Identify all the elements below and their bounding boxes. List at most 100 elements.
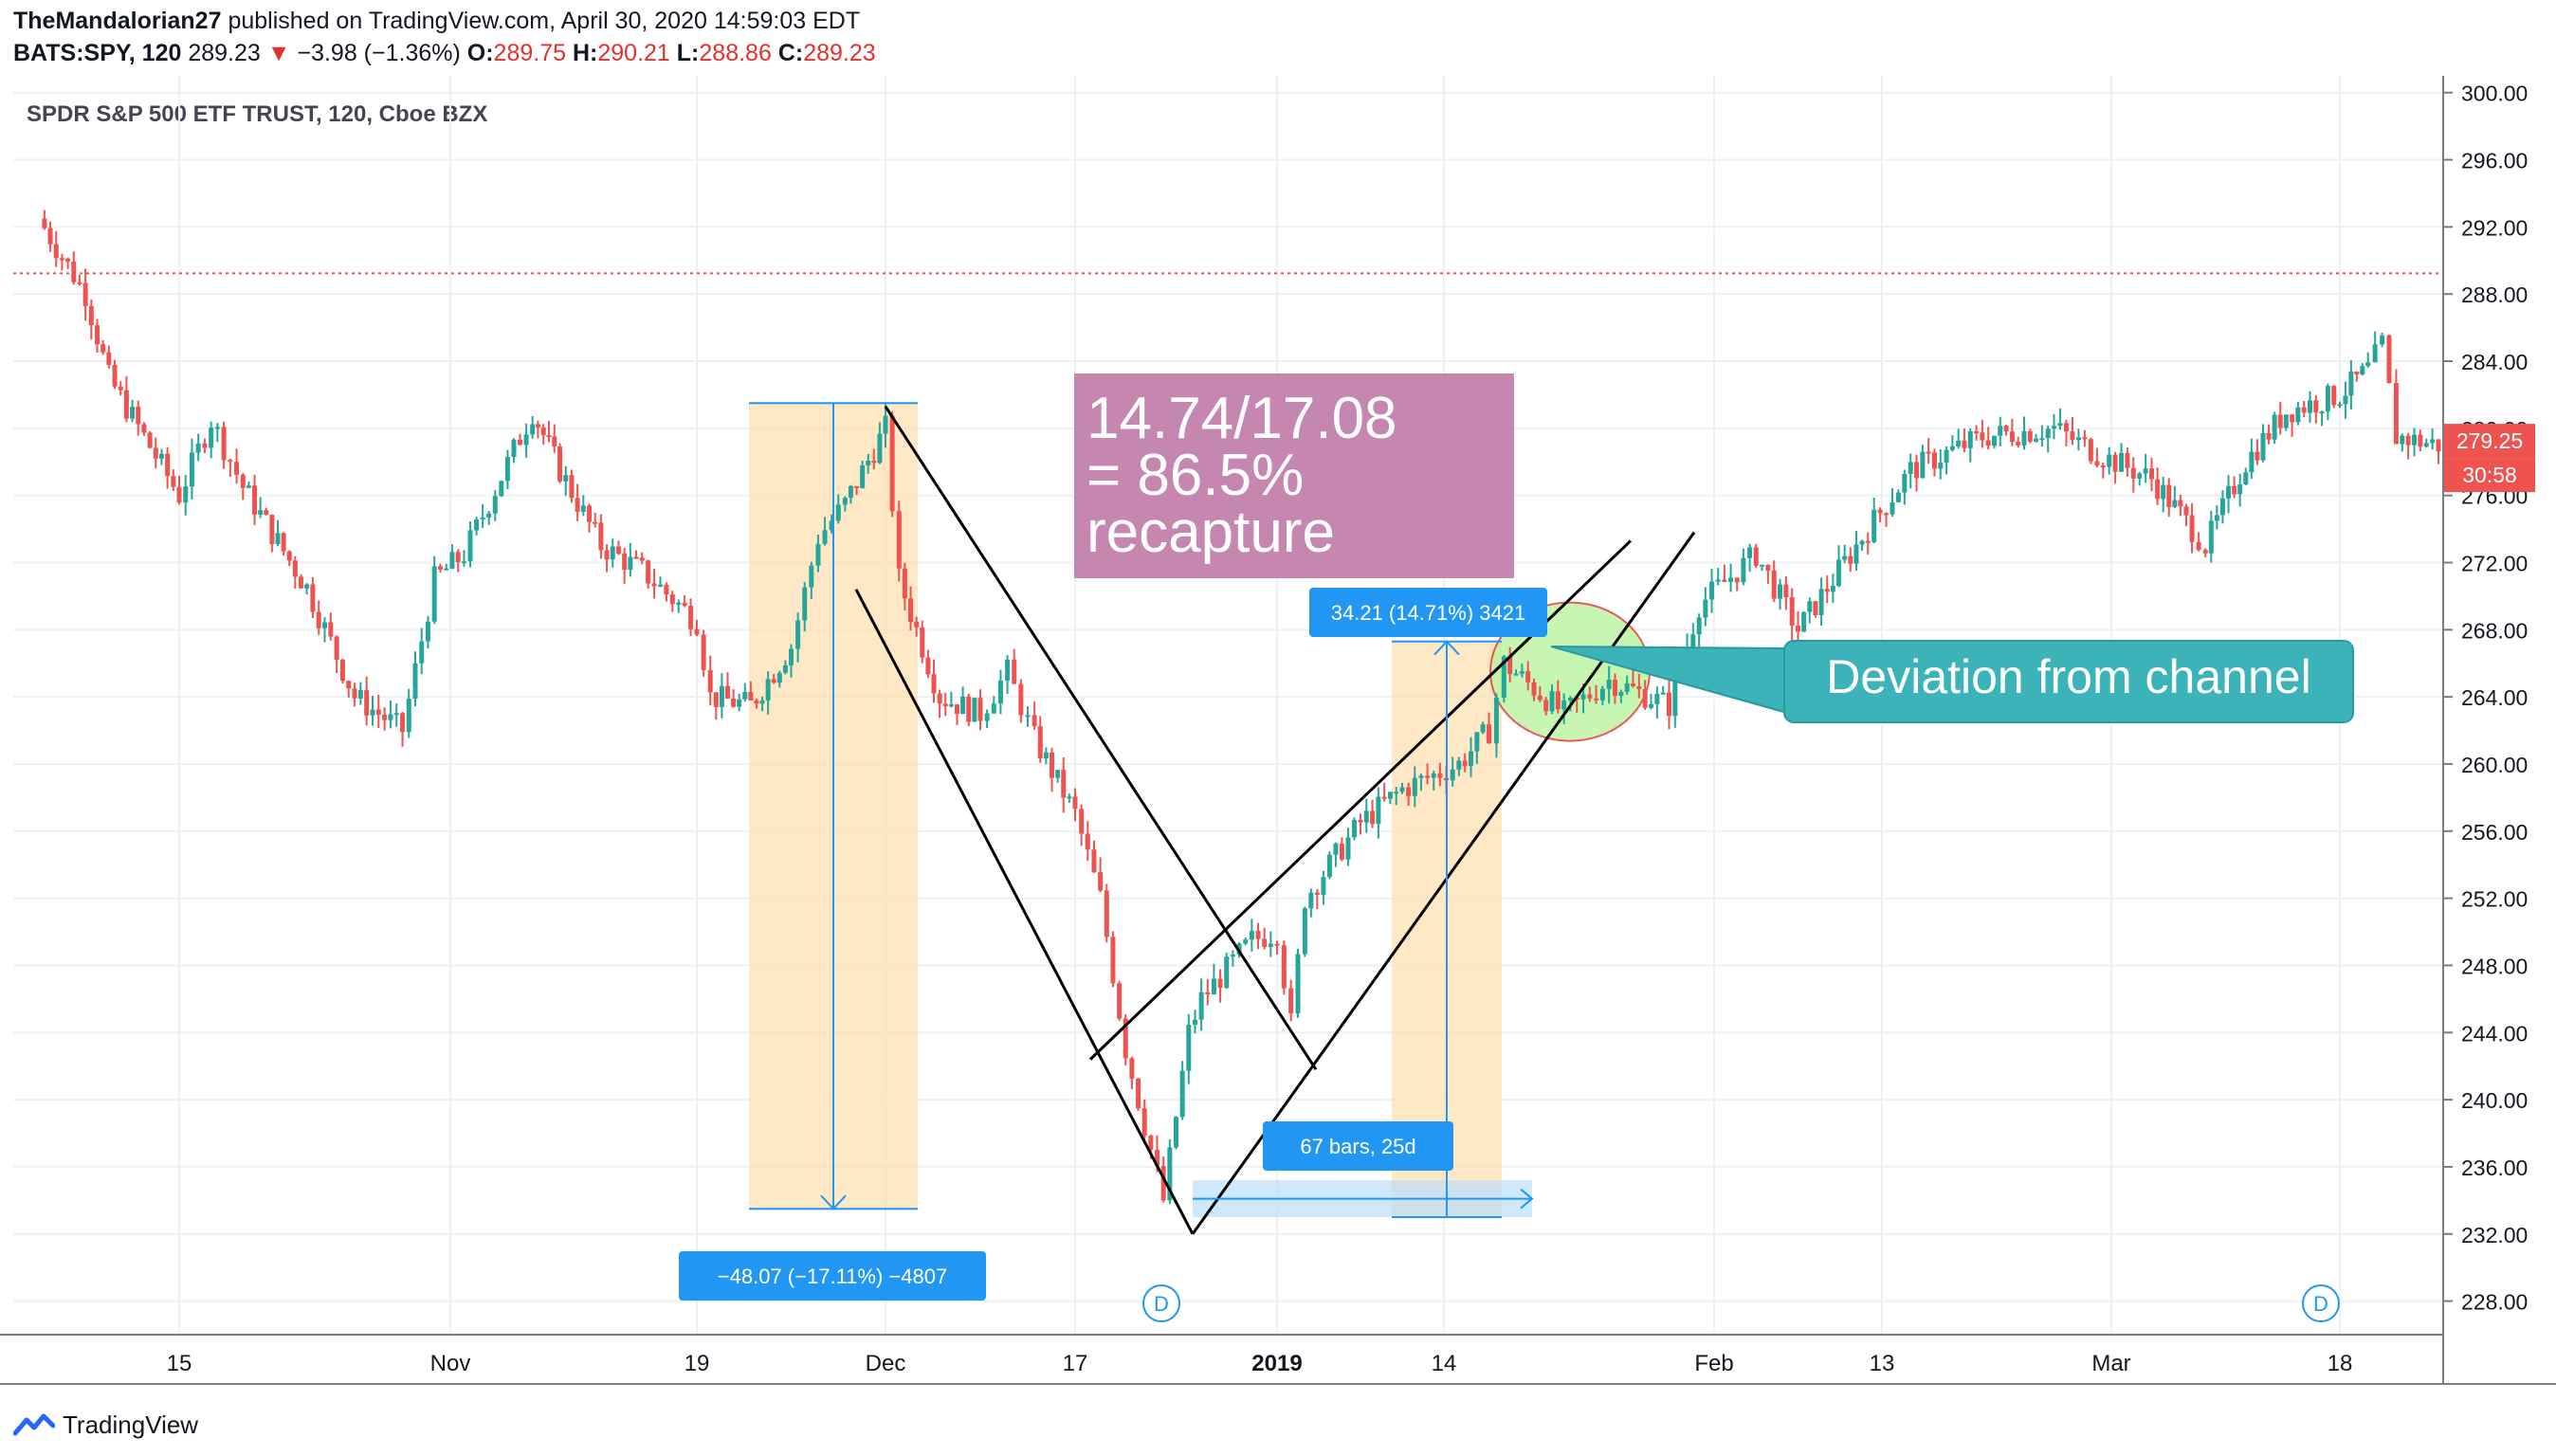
candle-up <box>1249 931 1254 940</box>
candle-down <box>604 550 610 560</box>
candle-down <box>153 447 158 459</box>
candle-down <box>1525 671 1531 682</box>
candle-up <box>802 587 808 621</box>
candle-down <box>1783 584 1789 597</box>
candle-up <box>2237 483 2243 495</box>
candle-up <box>304 584 310 589</box>
candle-down <box>1358 819 1363 823</box>
candle-down <box>682 602 687 607</box>
candle-up <box>1321 877 1326 895</box>
candle-up <box>860 465 866 488</box>
candle-up <box>2348 371 2354 396</box>
candle-up <box>1469 751 1473 767</box>
bars-arrow-head <box>1520 1188 1534 1210</box>
candle-down <box>1050 752 1055 778</box>
candle-up <box>2272 414 2277 440</box>
candle-up <box>948 704 954 707</box>
y-tick-label: 264.00 <box>2461 685 2528 710</box>
tradingview-logo[interactable]: TradingView <box>13 1406 198 1444</box>
candle-up <box>2337 404 2343 407</box>
candle-up <box>1895 492 1901 502</box>
candle-up <box>1376 796 1381 825</box>
candle-down <box>2166 484 2172 507</box>
y-tick-label: 248.00 <box>2461 954 2528 978</box>
countdown-label-box <box>2444 458 2535 493</box>
candle-down <box>942 703 948 707</box>
candle-down <box>176 486 182 503</box>
candle-up <box>1351 819 1357 838</box>
candle-down <box>593 521 598 524</box>
candle-down <box>1288 988 1294 1014</box>
trend-line <box>884 406 1318 1071</box>
candle-down <box>646 560 651 584</box>
candle-up <box>719 685 724 707</box>
candle-down <box>1531 682 1537 696</box>
candle-down <box>2393 383 2399 445</box>
candle-down <box>82 282 88 306</box>
candle-up <box>815 543 821 566</box>
candle-up <box>209 428 214 448</box>
candle-up <box>2319 411 2325 414</box>
candle-up <box>1211 978 1216 995</box>
author-name[interactable]: TheMandalorian27 <box>13 8 222 34</box>
candle-up <box>388 714 393 720</box>
candle-up <box>1618 691 1624 697</box>
candle-down <box>701 634 706 670</box>
candle-down <box>871 461 877 464</box>
candle-up <box>1302 908 1307 955</box>
candle-down <box>2178 500 2183 507</box>
bars-measure-label-box <box>1263 1121 1453 1171</box>
candle-down <box>221 427 227 461</box>
candle-up <box>789 648 794 665</box>
candle-down <box>1425 775 1431 778</box>
candle-down <box>931 674 937 694</box>
candle-down <box>1931 452 1937 469</box>
candle-down <box>925 657 931 675</box>
candle-down <box>2196 541 2201 551</box>
candle-up <box>984 713 990 721</box>
candle-down <box>557 446 563 482</box>
candle-up <box>1956 440 1962 446</box>
candle-down <box>1032 715 1037 727</box>
candle-up <box>1649 703 1653 708</box>
candle-up <box>2360 366 2365 374</box>
candle-up <box>1801 611 1807 632</box>
candle-down <box>688 606 694 629</box>
rise-arrow-head <box>1433 640 1460 656</box>
candle-down <box>977 698 983 721</box>
x-tick-label: Feb <box>1694 1351 1733 1376</box>
candle-down <box>2070 431 2075 441</box>
candle-down <box>2313 400 2319 413</box>
candle-down <box>2386 335 2392 384</box>
price-label-box <box>2444 424 2535 459</box>
candle-up <box>1991 435 1997 446</box>
y-tick-label: 284.00 <box>2461 350 2528 374</box>
candle-down <box>1722 579 1727 582</box>
candle-down <box>1796 625 1800 632</box>
candle-up <box>499 481 504 497</box>
candle-up <box>1198 992 1204 1020</box>
candle-up <box>877 433 883 464</box>
candle-down <box>748 692 754 701</box>
recapture-text-line: = 86.5% <box>1086 443 1304 508</box>
candle-up <box>1949 446 1955 450</box>
candle-down <box>375 709 381 716</box>
candle-down <box>1631 682 1635 686</box>
candle-down <box>1974 431 1980 434</box>
candle-up <box>1599 688 1605 701</box>
candle-up <box>1055 770 1061 778</box>
candle-up <box>275 533 281 544</box>
candle-down <box>147 432 153 448</box>
candle-down <box>264 510 269 516</box>
publish-line: TheMandalorian27 published on TradingVie… <box>13 8 860 35</box>
candle-down <box>2189 515 2195 542</box>
candle-down <box>920 627 925 658</box>
candle-up <box>1728 577 1734 582</box>
y-tick-label: 256.00 <box>2461 820 2528 845</box>
candle-down <box>1555 691 1561 710</box>
candle-down <box>1406 787 1412 796</box>
candle-up <box>1902 473 1908 493</box>
candle-up <box>530 424 536 435</box>
candle-down <box>2112 454 2118 472</box>
